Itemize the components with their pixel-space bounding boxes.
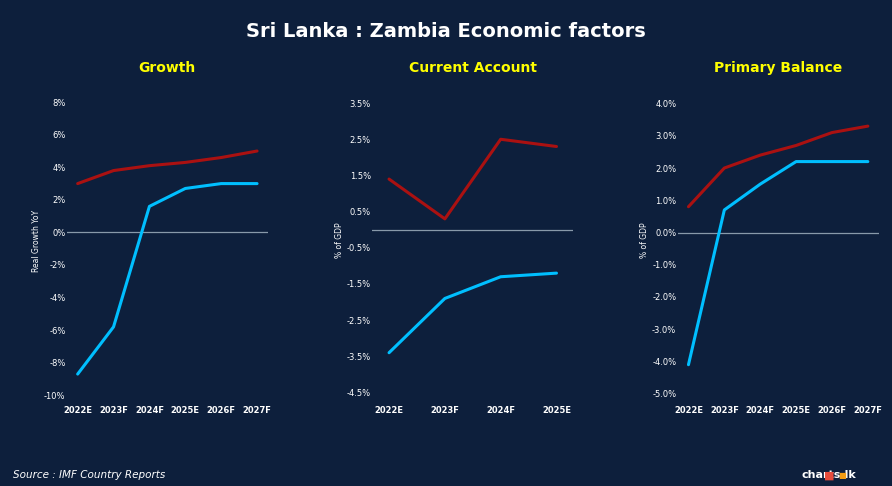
Text: ■: ■ [823, 470, 834, 480]
Text: ■: ■ [838, 471, 847, 480]
Text: charts.lk: charts.lk [802, 470, 856, 480]
Title: Growth: Growth [139, 61, 196, 75]
Y-axis label: % of GDP: % of GDP [640, 223, 649, 259]
Title: Current Account: Current Account [409, 61, 537, 75]
Title: Primary Balance: Primary Balance [714, 61, 842, 75]
Text: Source : IMF Country Reports: Source : IMF Country Reports [13, 470, 166, 480]
Y-axis label: % of GDP: % of GDP [334, 223, 344, 259]
Text: Sri Lanka : Zambia Economic factors: Sri Lanka : Zambia Economic factors [246, 22, 646, 41]
Y-axis label: Real Growth YoY: Real Growth YoY [32, 209, 41, 272]
